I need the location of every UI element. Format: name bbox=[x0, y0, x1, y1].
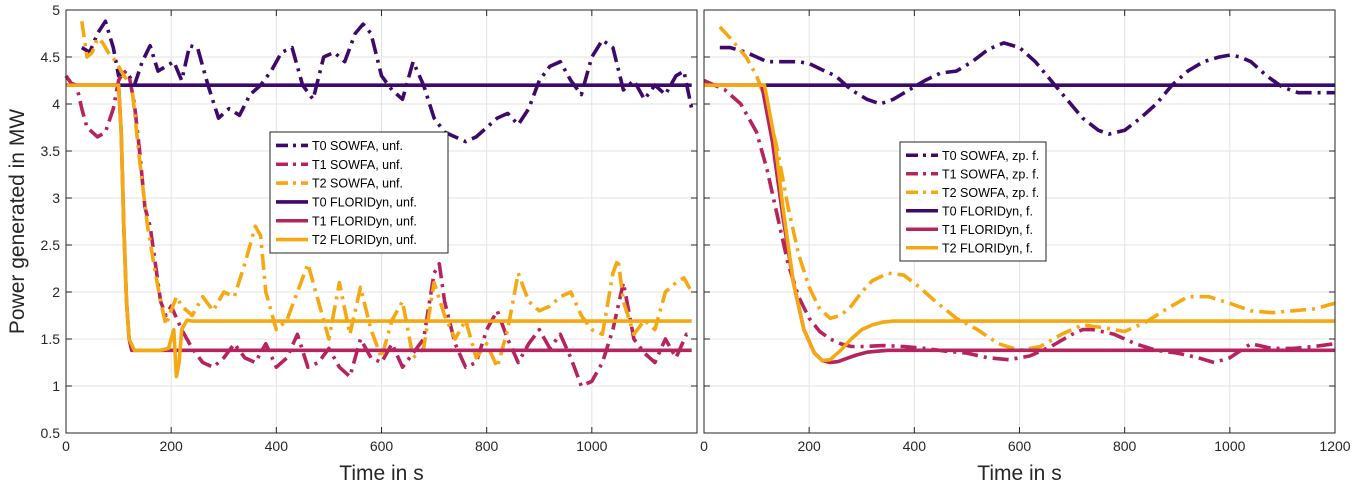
y-tick-label: 0.5 bbox=[41, 425, 61, 441]
x-tick-label: 400 bbox=[903, 438, 927, 454]
x-axis-label: Time in s bbox=[339, 462, 423, 485]
legend-label-1: T1 SOWFA, unf. bbox=[312, 158, 403, 172]
left-panel: 0 200 400 600 800 1000 0.5 1 1.5 2 2.5 3 3.5 4 4.5 5 Tim… bbox=[6, 2, 698, 485]
y-tick-label: 4.5 bbox=[41, 49, 61, 65]
y-tick-label: 3 bbox=[52, 190, 60, 206]
legend-label-0: T0 SOWFA, zp. f. bbox=[942, 149, 1039, 163]
right-panel: 0 200 400 600 800 1000 1200 Time in s T0 SOWFA, … bbox=[700, 9, 1351, 485]
legend-label-5: T2 FLORIDyn, f. bbox=[942, 241, 1033, 255]
x-tick-label: 800 bbox=[1113, 438, 1137, 454]
x-tick-label: 400 bbox=[265, 438, 289, 454]
series-line-1 bbox=[64, 69, 692, 388]
legend-label-4: T1 FLORIDyn, unf. bbox=[312, 214, 417, 228]
ticks: 0 200 400 600 800 1000 1200 bbox=[700, 9, 1351, 454]
y-tick-label: 3.5 bbox=[41, 143, 61, 159]
x-tick-label: 600 bbox=[1008, 438, 1032, 454]
legend: T0 SOWFA, unf. T1 SOWFA, unf. T2 SOWFA, un… bbox=[269, 131, 449, 254]
x-tick-label: 600 bbox=[370, 438, 394, 454]
legend-label-2: T2 SOWFA, zp. f. bbox=[942, 186, 1039, 200]
legend-label-3: T0 FLORIDyn, f. bbox=[942, 204, 1033, 218]
legend-label-2: T2 SOWFA, unf. bbox=[312, 177, 403, 191]
legend-label-3: T0 FLORIDyn, unf. bbox=[312, 195, 417, 209]
series-group bbox=[703, 25, 1336, 365]
series-line-2 bbox=[80, 21, 694, 370]
legend-label-4: T1 FLORIDyn, f. bbox=[942, 223, 1033, 237]
x-tick-label: 1200 bbox=[1319, 438, 1350, 454]
x-tick-label: 0 bbox=[700, 438, 708, 454]
legend-label-5: T2 FLORIDyn, unf. bbox=[312, 233, 417, 247]
legend: T0 SOWFA, zp. f. T1 SOWFA, zp. f. T2 SOWFA… bbox=[899, 141, 1047, 262]
y-tick-label: 5 bbox=[52, 2, 60, 18]
series-line-0 bbox=[80, 19, 694, 144]
y-tick-label: 2.5 bbox=[41, 237, 61, 253]
x-tick-label: 1000 bbox=[576, 438, 607, 454]
y-tick-label: 1 bbox=[52, 378, 60, 394]
legend-label-1: T1 SOWFA, zp. f. bbox=[942, 167, 1039, 181]
y-tick-label: 1.5 bbox=[41, 331, 61, 347]
series-line-5 bbox=[66, 83, 692, 379]
series-group bbox=[64, 19, 694, 388]
x-axis-label: Time in s bbox=[977, 462, 1061, 485]
series-line-5 bbox=[704, 83, 1335, 363]
y-tick-label: 2 bbox=[52, 284, 60, 300]
x-tick-label: 0 bbox=[62, 438, 70, 454]
x-tick-label: 800 bbox=[475, 438, 499, 454]
x-tick-label: 200 bbox=[159, 438, 183, 454]
legend-box bbox=[269, 131, 449, 254]
x-tick-label: 200 bbox=[797, 438, 821, 454]
legend-box bbox=[899, 141, 1047, 262]
y-axis-label: Power generated in MW bbox=[6, 109, 29, 334]
x-tick-label: 1000 bbox=[1214, 438, 1245, 454]
ticks: 0 200 400 600 800 1000 0.5 1 1.5 2 2.5 3 3.5 4 4.5 5 bbox=[41, 2, 697, 454]
series-line-2 bbox=[718, 25, 1336, 353]
y-tick-label: 4 bbox=[52, 96, 60, 112]
legend-label-0: T0 SOWFA, unf. bbox=[312, 139, 403, 153]
